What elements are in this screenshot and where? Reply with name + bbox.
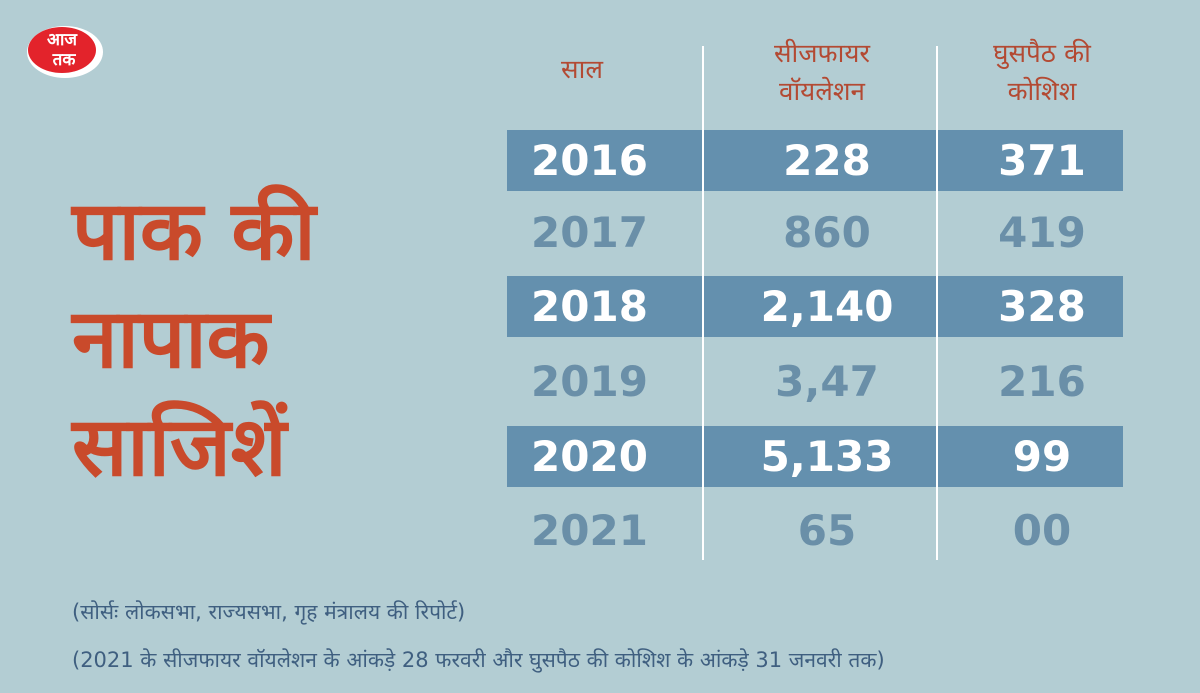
headline-line-2: नापाक xyxy=(72,292,270,387)
data-table: साल सीजफायर वॉयलेशन घुसपैठ की कोशिश 2016… xyxy=(507,0,1123,693)
cell-year-2016: 2016 xyxy=(531,136,648,185)
cell-year-2020: 2020 xyxy=(531,432,648,481)
logo-text-top: आज xyxy=(47,30,78,50)
cell-infiltration-2020: 99 xyxy=(1012,432,1072,481)
source-note: (सोर्सः लोकसभा, राज्यसभा, गृह मंत्रालय क… xyxy=(72,600,466,624)
cell-year-2019: 2019 xyxy=(531,357,648,406)
headline: पाक की नापाक साजिशें xyxy=(72,178,316,502)
cell-ceasefire-2018: 2,140 xyxy=(760,282,894,331)
header-year: साल xyxy=(561,55,603,85)
cell-year-2018: 2018 xyxy=(531,282,648,331)
row-band-2020 xyxy=(507,426,1123,487)
header-infiltration-line-1: घुसपैठ की xyxy=(993,39,1091,69)
row-band-2016 xyxy=(507,130,1123,191)
cell-ceasefire-2021: 65 xyxy=(797,506,857,555)
column-divider-1 xyxy=(702,46,704,560)
cell-year-2017: 2017 xyxy=(531,208,648,257)
aajtak-logo: आज तक xyxy=(22,18,108,82)
column-divider-2 xyxy=(936,46,938,560)
header-ceasefire-line-2: वॉयलेशन xyxy=(778,77,865,107)
data-note: (2021 के सीजफायर वॉयलेशन के आंकड़े 28 फर… xyxy=(72,648,885,672)
cell-year-2021: 2021 xyxy=(531,506,648,555)
cell-infiltration-2016: 371 xyxy=(998,136,1086,185)
cell-ceasefire-2017: 860 xyxy=(783,208,871,257)
logo-text-bottom: तक xyxy=(52,50,77,70)
cell-infiltration-2019: 216 xyxy=(998,357,1086,406)
headline-line-3: साजिशें xyxy=(72,400,287,495)
cell-infiltration-2021: 00 xyxy=(1012,506,1072,555)
headline-line-1: पाक की xyxy=(72,184,316,279)
cell-infiltration-2017: 419 xyxy=(998,208,1086,257)
header-infiltration-line-2: कोशिश xyxy=(1007,77,1077,107)
header-ceasefire-line-1: सीजफायर xyxy=(773,39,871,69)
cell-ceasefire-2020: 5,133 xyxy=(760,432,894,481)
cell-infiltration-2018: 328 xyxy=(998,282,1086,331)
cell-ceasefire-2016: 228 xyxy=(783,136,871,185)
cell-ceasefire-2019: 3,47 xyxy=(775,357,879,406)
row-band-2018 xyxy=(507,276,1123,337)
